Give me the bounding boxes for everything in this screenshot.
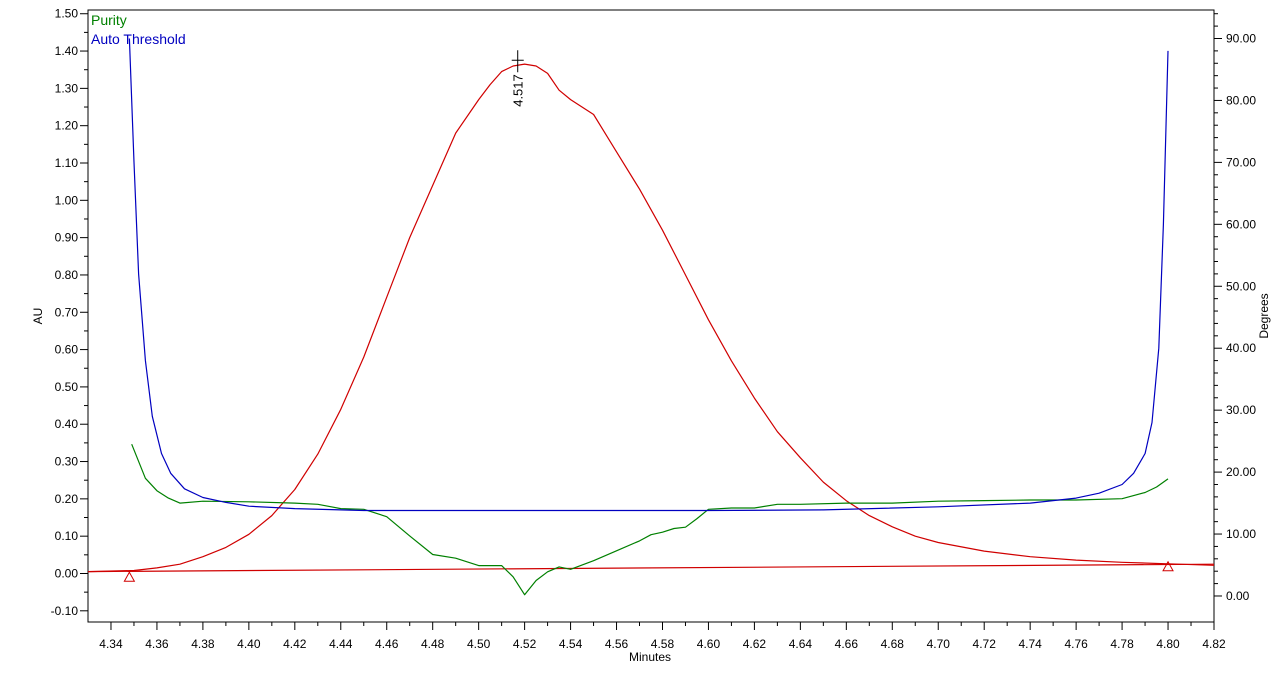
x-tick-label: 4.68: [881, 637, 905, 651]
y-tick-label: 1.50: [55, 7, 79, 21]
x-tick-label: 4.36: [145, 637, 169, 651]
x-tick-label: 4.74: [1018, 637, 1042, 651]
x-tick-label: 4.78: [1110, 637, 1134, 651]
y2-axis-title: Degrees: [1257, 293, 1271, 338]
y-tick-label: 1.40: [55, 44, 79, 58]
x-tick-label: 4.72: [973, 637, 997, 651]
y-tick-label: 0.00: [55, 566, 79, 580]
y-tick-label: 1.30: [55, 81, 79, 95]
x-tick-label: 4.62: [743, 637, 767, 651]
x-tick-label: 4.56: [605, 637, 629, 651]
x-tick-label: 4.34: [99, 637, 123, 651]
y-tick-label: -0.10: [51, 604, 79, 618]
legend-auto-threshold: Auto Threshold: [91, 31, 186, 47]
baseline-line: [87, 563, 1215, 573]
x-tick-label: 4.66: [835, 637, 859, 651]
y2-tick-label: 80.00: [1226, 93, 1256, 107]
x-tick-label: 4.60: [697, 637, 721, 651]
y-axis-title: AU: [31, 308, 45, 325]
y-tick-label: 0.80: [55, 268, 79, 282]
x-tick-label: 4.48: [421, 637, 445, 651]
y-tick-label: 1.00: [55, 193, 79, 207]
x-tick-label: 4.44: [329, 637, 353, 651]
y-tick-label: 0.30: [55, 455, 79, 469]
y2-tick-label: 90.00: [1226, 31, 1256, 45]
y-tick-label: 0.40: [55, 417, 79, 431]
y2-tick-label: 0.00: [1226, 589, 1250, 603]
integration-marker: [1162, 560, 1174, 572]
x-tick-label: 4.42: [283, 637, 307, 651]
x-tick-label: 4.54: [559, 637, 583, 651]
y2-tick-label: 20.00: [1226, 465, 1256, 479]
x-tick-label: 4.38: [191, 637, 215, 651]
y2-tick-label: 30.00: [1226, 403, 1256, 417]
y-tick-label: 1.20: [55, 119, 79, 133]
x-tick-label: 4.76: [1064, 637, 1088, 651]
y-tick-label: 1.10: [55, 156, 79, 170]
y-tick-label: 0.70: [55, 305, 79, 319]
x-tick-label: 4.80: [1156, 637, 1180, 651]
absorbance-trace: [87, 63, 1215, 573]
y2-tick-label: 60.00: [1226, 217, 1256, 231]
x-tick-label: 4.40: [237, 637, 261, 651]
x-axis-title: Minutes: [629, 650, 671, 664]
integration-marker: [123, 571, 136, 582]
auto-threshold-line: [128, 38, 1169, 512]
y2-tick-label: 40.00: [1226, 341, 1256, 355]
y2-tick-label: 70.00: [1226, 155, 1256, 169]
plot-frame: [87, 9, 1215, 623]
legend-purity: Purity: [91, 12, 127, 28]
y-tick-label: 0.20: [55, 492, 79, 506]
x-tick-label: 4.70: [927, 637, 951, 651]
y2-tick-label: 50.00: [1226, 279, 1256, 293]
x-tick-label: 4.52: [513, 637, 537, 651]
y-tick-label: 0.90: [55, 231, 79, 245]
peak-retention-label: 4.517: [511, 74, 526, 107]
y-tick-label: 0.60: [55, 343, 79, 357]
y2-tick-label: 10.00: [1226, 527, 1256, 541]
x-tick-label: 4.64: [789, 637, 813, 651]
x-tick-label: 4.82: [1202, 637, 1226, 651]
purity-line: [131, 443, 1169, 596]
x-tick-label: 4.50: [467, 637, 491, 651]
x-tick-label: 4.58: [651, 637, 675, 651]
y-tick-label: 0.50: [55, 380, 79, 394]
x-tick-label: 4.46: [375, 637, 399, 651]
y-tick-label: 0.10: [55, 529, 79, 543]
